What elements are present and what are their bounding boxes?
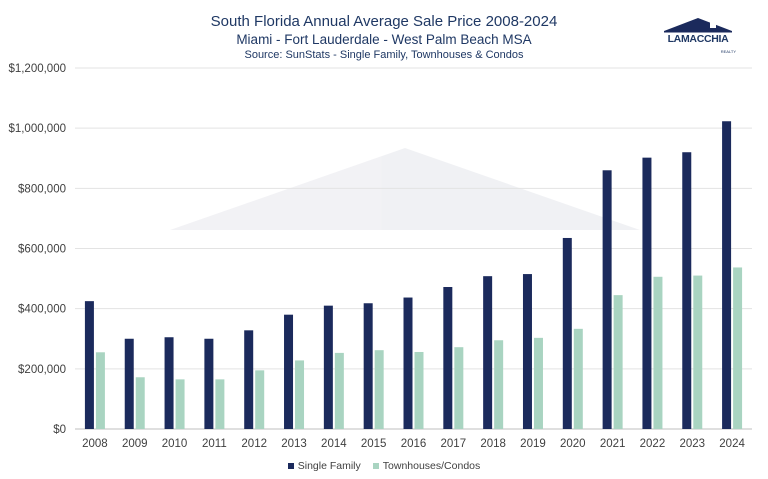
bar-townhouses-condos [573, 328, 583, 429]
x-tick-label: 2021 [600, 438, 626, 450]
x-tick-label: 2009 [122, 438, 148, 450]
bar-single-family [244, 330, 254, 429]
bar-single-family [483, 276, 493, 429]
chart-subtitle: Miami - Fort Lauderdale - West Palm Beac… [236, 32, 532, 47]
x-tick-label: 2016 [401, 438, 427, 450]
y-tick-label: $0 [53, 424, 66, 436]
x-tick-label: 2010 [162, 438, 188, 450]
bar-townhouses-condos [95, 352, 105, 429]
bar-townhouses-condos [533, 337, 543, 429]
x-tick-label: 2011 [202, 438, 227, 450]
bar-townhouses-condos [334, 352, 344, 429]
watermark-logo [170, 148, 640, 230]
bar-single-family [722, 121, 732, 429]
x-tick-label: 2022 [640, 438, 666, 450]
bar-townhouses-condos [494, 340, 504, 429]
x-tick-label: 2015 [361, 438, 387, 450]
y-tick-label: $200,000 [18, 364, 66, 376]
y-tick-label: $1,200,000 [8, 63, 66, 75]
x-tick-label: 2017 [441, 438, 467, 450]
bar-single-family [642, 157, 652, 430]
bar-townhouses-condos [693, 275, 703, 429]
bar-townhouses-condos [613, 295, 623, 429]
bar-townhouses-condos [175, 379, 185, 429]
logo-text: LAMACCHIA [667, 33, 729, 45]
bar-single-family [403, 297, 413, 429]
legend-swatch [372, 463, 379, 469]
x-tick-label: 2013 [281, 438, 307, 450]
y-tick-label: $400,000 [18, 304, 66, 316]
legend-item-townhouses-condos: Townhouses/Condos [372, 460, 481, 472]
house-roof-icon [664, 18, 732, 33]
y-tick-label: $1,000,000 [8, 123, 66, 135]
x-tick-label: 2024 [719, 438, 745, 450]
legend-item-single-family: Single Family [287, 460, 361, 472]
bar-single-family [204, 338, 214, 429]
bar-single-family [323, 305, 333, 429]
bar-townhouses-condos [255, 370, 265, 429]
bar-single-family [363, 303, 373, 429]
bar-single-family [682, 152, 692, 429]
bar-townhouses-condos [374, 350, 384, 429]
logo-subtext: REALTY [720, 49, 736, 54]
x-tick-label: 2008 [82, 438, 108, 450]
brand-logo: LAMACCHIA REALTY [660, 16, 736, 56]
y-tick-label: $800,000 [18, 183, 66, 195]
chart-titles: South Florida Annual Average Sale Price … [0, 13, 768, 63]
bar-townhouses-condos [733, 267, 743, 429]
chart-source: Source: SunStats - Single Family, Townho… [244, 49, 524, 61]
bar-single-family [443, 287, 453, 429]
bar-townhouses-condos [215, 379, 225, 429]
bar-single-family [562, 237, 572, 429]
chart-legend: Single Family Townhouses/Condos [0, 460, 768, 472]
x-tick-label: 2023 [679, 438, 705, 450]
bar-single-family [164, 337, 174, 429]
bar-townhouses-condos [653, 276, 663, 429]
legend-swatch [287, 463, 294, 469]
bar-single-family [284, 314, 294, 429]
x-tick-label: 2014 [321, 438, 347, 450]
chart-title: South Florida Annual Average Sale Price … [210, 13, 558, 30]
x-tick-label: 2018 [480, 438, 506, 450]
bar-townhouses-condos [295, 360, 305, 429]
bar-townhouses-condos [454, 347, 464, 429]
bar-single-family [602, 170, 612, 430]
legend-label: Single Family [297, 460, 361, 472]
bar-single-family [84, 301, 94, 429]
bar-townhouses-condos [135, 377, 145, 429]
legend-label: Townhouses/Condos [382, 460, 481, 472]
bar-single-family [124, 338, 134, 429]
y-tick-label: $600,000 [18, 244, 66, 256]
x-tick-label: 2020 [560, 438, 586, 450]
bar-single-family [522, 274, 532, 429]
bar-townhouses-condos [414, 351, 424, 429]
x-tick-label: 2019 [520, 438, 546, 450]
x-tick-label: 2012 [241, 438, 267, 450]
